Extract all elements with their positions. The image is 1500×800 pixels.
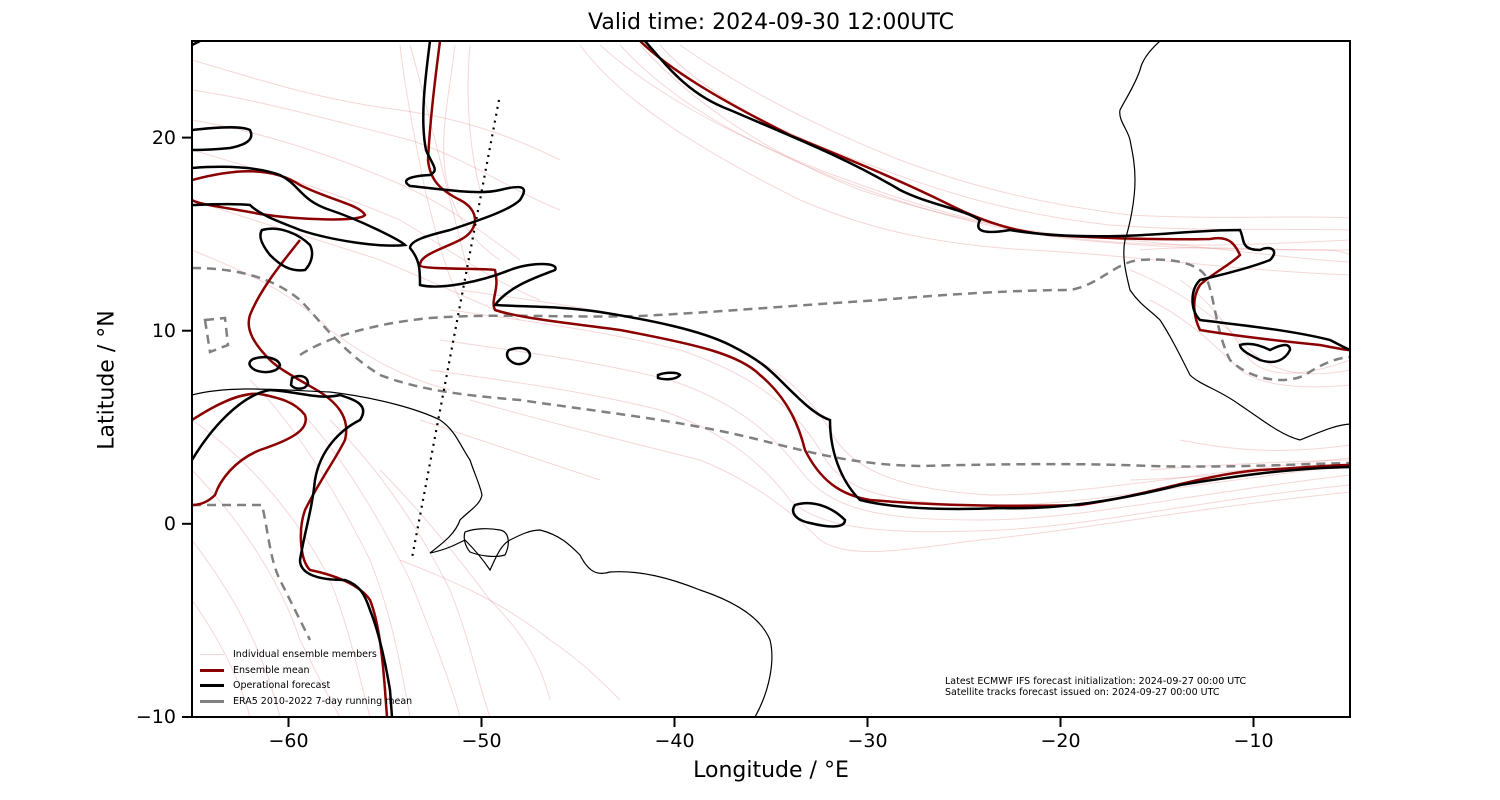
chart-title: Valid time: 2024-09-30 12:00UTC	[588, 10, 954, 35]
legend-item-era5: ERA5 2010-2022 7-day running mean	[200, 694, 412, 710]
mean-line-icon	[200, 668, 224, 672]
y-tick-label: 0	[163, 512, 176, 535]
legend-label: Ensemble mean	[233, 664, 310, 676]
x-tick-label: −50	[461, 730, 502, 752]
x-tick-label: −20	[1040, 730, 1081, 752]
legend-label: Operational forecast	[233, 680, 331, 691]
y-ticks	[182, 136, 192, 718]
era5-line-icon	[200, 699, 224, 703]
x-tick-label: −10	[1233, 730, 1274, 752]
legend-label: ERA5 2010-2022 7-day running mean	[233, 695, 413, 707]
x-tick-label: −30	[847, 730, 888, 752]
era5-mean-contours	[192, 258, 1350, 641]
legend-item-operational: Operational forecast	[200, 678, 412, 694]
x-tick-label: −40	[654, 730, 695, 752]
y-tick-label: 20	[151, 126, 176, 149]
x-tick-label: −60	[268, 730, 309, 752]
coastlines	[192, 41, 1350, 717]
issue-time-text: Satellite tracks forecast issued on: 202…	[945, 687, 1220, 698]
operational-forecast-contours	[192, 41, 1350, 717]
ensemble-members	[192, 44, 1350, 717]
legend-label: Individual ensemble members	[233, 649, 377, 660]
legend-item-mean: Ensemble mean	[200, 663, 412, 679]
legend-item-members: Individual ensemble members	[200, 647, 412, 663]
forecast-info: Latest ECMWF IFS forecast initialization…	[945, 676, 1246, 698]
y-tick-label: 10	[151, 319, 176, 342]
y-tick-label: −10	[135, 706, 176, 728]
x-ticks	[287, 717, 1255, 727]
ensemble-mean-contours	[192, 41, 1350, 717]
members-line-icon	[200, 654, 224, 656]
legend: Individual ensemble members Ensemble mea…	[200, 647, 412, 709]
operational-line-icon	[200, 684, 224, 688]
init-time-text: Latest ECMWF IFS forecast initialization…	[945, 676, 1247, 687]
x-axis-label: Longitude / °E	[693, 758, 849, 783]
plot-frame	[191, 40, 1351, 718]
satellite-track	[410, 99, 501, 559]
